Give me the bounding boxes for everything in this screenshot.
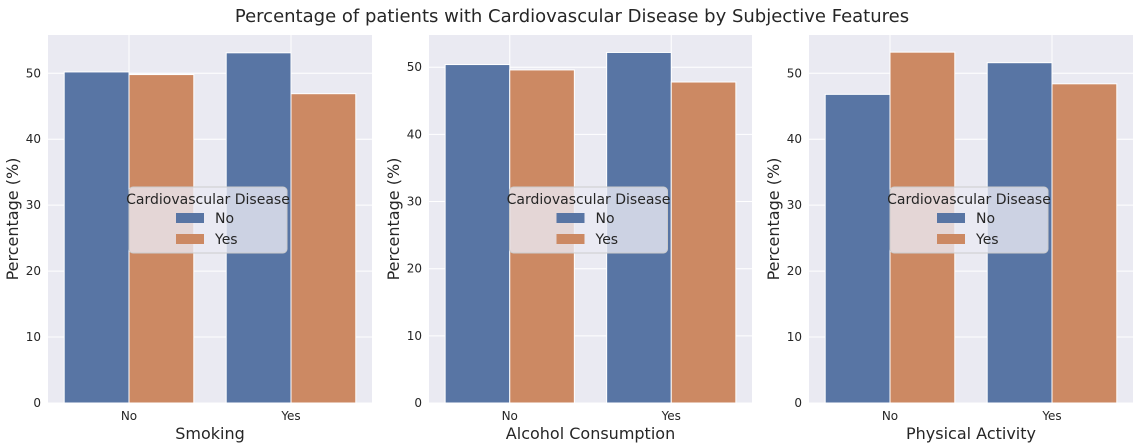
x-tick-label: No bbox=[121, 409, 137, 423]
y-tick-label: 50 bbox=[26, 66, 41, 80]
legend-label-no: No bbox=[976, 211, 995, 227]
bar-yes-yes bbox=[290, 93, 357, 404]
legend-title: Cardiovascular Disease bbox=[887, 192, 1051, 208]
legend: Cardiovascular Disease No Yes bbox=[507, 186, 671, 254]
x-tick-label: No bbox=[882, 409, 898, 423]
x-tick-label: Yes bbox=[661, 409, 681, 423]
y-tick-label: 40 bbox=[787, 132, 802, 146]
chart-panels: 0 10 20 30 40 50 No Yes Smoking Percentage (%) Car… bbox=[3, 35, 1133, 443]
legend-title: Cardiovascular Disease bbox=[126, 192, 290, 208]
x-tick-label: Yes bbox=[1041, 409, 1061, 423]
chart-panel-1: 0 10 20 30 40 50 No Yes Smoking Percentage (%) Car… bbox=[3, 35, 372, 443]
legend-swatch-yes bbox=[937, 234, 965, 244]
bar-no-no bbox=[63, 71, 130, 404]
chart-panel-3: 0 10 20 30 40 50 No Yes Physical Activity Percent… bbox=[764, 35, 1133, 443]
x-axis-label: Physical Activity bbox=[906, 424, 1036, 443]
legend-label-yes: Yes bbox=[975, 232, 999, 248]
y-tick-label: 0 bbox=[794, 396, 802, 410]
y-tick-label: 20 bbox=[26, 264, 41, 278]
bar-no-no bbox=[444, 64, 511, 404]
legend-box bbox=[889, 186, 1049, 254]
legend-swatch-yes bbox=[176, 234, 204, 244]
y-tick-label: 40 bbox=[407, 127, 422, 141]
y-tick-label: 0 bbox=[33, 396, 41, 410]
y-tick-label: 40 bbox=[26, 132, 41, 146]
x-tick-label: Yes bbox=[280, 409, 300, 423]
bar-no-no bbox=[824, 93, 891, 404]
legend-label-yes: Yes bbox=[595, 232, 619, 248]
legend-swatch-no bbox=[176, 213, 204, 223]
y-tick-label: 20 bbox=[407, 262, 422, 276]
legend-label-no: No bbox=[215, 211, 234, 227]
legend: Cardiovascular Disease No Yes bbox=[887, 186, 1051, 254]
legend: Cardiovascular Disease No Yes bbox=[126, 186, 290, 254]
y-tick-label: 10 bbox=[787, 330, 802, 344]
x-axis-label: Alcohol Consumption bbox=[506, 424, 675, 443]
y-axis-label: Percentage (%) bbox=[3, 158, 22, 281]
y-tick-label: 30 bbox=[407, 195, 422, 209]
y-tick-label: 50 bbox=[407, 60, 422, 74]
x-axis-label: Smoking bbox=[175, 424, 245, 443]
legend-title: Cardiovascular Disease bbox=[507, 192, 671, 208]
y-tick-label: 50 bbox=[787, 66, 802, 80]
y-tick-label: 30 bbox=[787, 198, 802, 212]
legend-label-no: No bbox=[596, 211, 615, 227]
bar-yes-yes bbox=[1051, 83, 1118, 404]
y-tick-label: 30 bbox=[26, 198, 41, 212]
legend-swatch-no bbox=[556, 213, 585, 223]
legend-swatch-no bbox=[937, 213, 965, 223]
y-axis-label: Percentage (%) bbox=[384, 158, 403, 281]
y-tick-label: 10 bbox=[407, 329, 422, 343]
y-axis-label: Percentage (%) bbox=[764, 158, 783, 281]
legend-label-yes: Yes bbox=[214, 232, 238, 248]
legend-box bbox=[509, 186, 668, 254]
y-tick-label: 20 bbox=[787, 264, 802, 278]
bar-yes-yes bbox=[670, 81, 737, 404]
legend-box bbox=[128, 186, 288, 254]
chart-title: Percentage of patients with Cardiovascul… bbox=[235, 6, 909, 27]
x-tick-label: No bbox=[502, 409, 518, 423]
legend-swatch-yes bbox=[556, 234, 585, 244]
y-tick-label: 10 bbox=[26, 330, 41, 344]
y-tick-label: 0 bbox=[414, 396, 422, 410]
